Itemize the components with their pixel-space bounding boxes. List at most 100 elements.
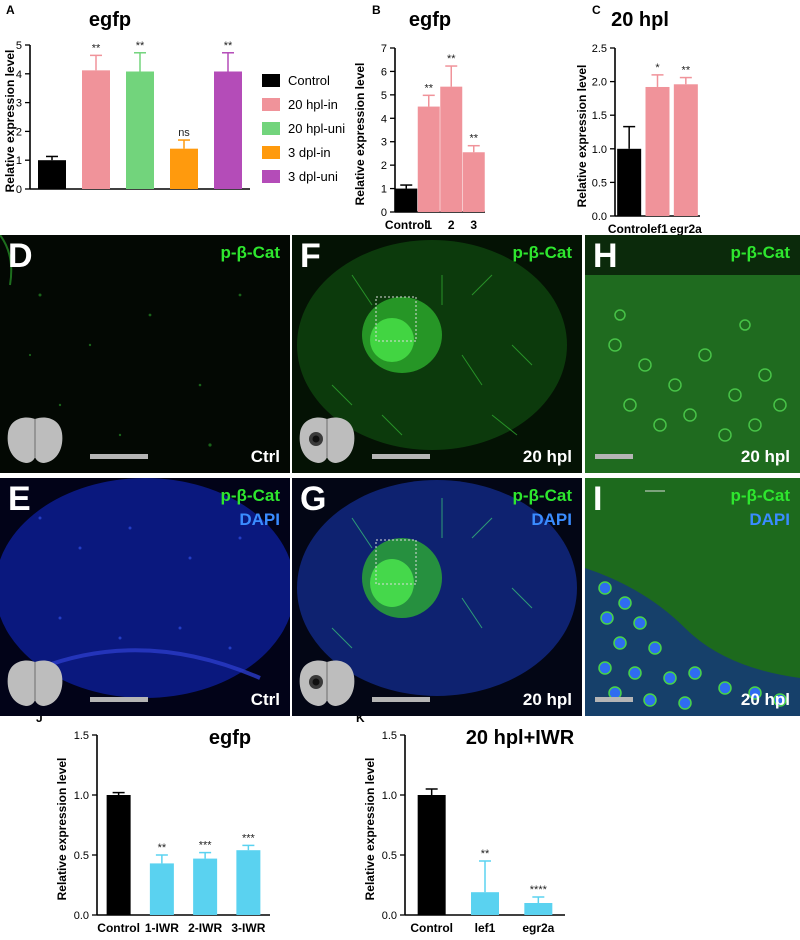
- chart-title: egfp: [209, 727, 251, 749]
- bar: [417, 106, 440, 212]
- significance-label: ***: [199, 840, 213, 852]
- category-label: 3: [470, 218, 477, 232]
- y-tick-label: 1.5: [382, 730, 397, 742]
- y-axis-label: Relative expression level: [3, 50, 17, 193]
- chart-title: 20 hpl+IWR: [466, 727, 575, 749]
- significance-label: **: [424, 82, 433, 94]
- y-tick-label: 6: [381, 66, 387, 78]
- significance-label: *: [655, 62, 660, 74]
- y-tick-label: 0.0: [382, 910, 397, 922]
- bar: [417, 795, 446, 915]
- stain-label-green: p-β-Cat: [220, 243, 280, 262]
- panel-letter: K: [356, 711, 365, 725]
- scale-bar: [90, 697, 148, 702]
- significance-label: **: [158, 842, 167, 854]
- stain-label-green: p-β-Cat: [512, 486, 572, 505]
- stain-label-blue: DAPI: [239, 510, 280, 529]
- y-axis-label: Relative expression level: [575, 65, 589, 208]
- bar: [440, 86, 463, 212]
- stain-label-green: p-β-Cat: [512, 243, 572, 262]
- legend-entry: Control: [288, 73, 330, 88]
- y-tick-label: 0: [16, 184, 22, 196]
- scale-bar: [595, 697, 633, 702]
- chart-title: egfp: [89, 9, 131, 31]
- condition-label: Ctrl: [250, 690, 280, 709]
- micrograph-image: [292, 235, 582, 473]
- bar: [395, 188, 418, 212]
- scale-bar: [90, 454, 148, 459]
- scale-bar: [595, 454, 633, 459]
- panel-letter: H: [593, 237, 618, 275]
- bar: [236, 850, 261, 915]
- y-tick-label: 2.5: [592, 43, 607, 55]
- legend-entry: 20 hpl-uni: [288, 121, 345, 136]
- bar: [193, 858, 218, 915]
- category-label: lef1: [647, 222, 668, 236]
- y-tick-label: 1.5: [74, 730, 89, 742]
- panel-letter: I: [593, 480, 603, 518]
- condition-label: Ctrl: [250, 447, 280, 466]
- y-tick-label: 2.0: [592, 77, 607, 89]
- condition-label: 20 hpl: [740, 447, 790, 466]
- brain-schematic-icon: [299, 660, 355, 706]
- significance-label: **: [481, 848, 490, 860]
- category-label: egr2a: [522, 921, 554, 935]
- category-label: 2: [448, 218, 455, 232]
- scale-bar: [372, 697, 430, 702]
- significance-label: **: [469, 133, 478, 145]
- significance-label: ***: [242, 832, 256, 844]
- category-label: 1-IWR: [145, 921, 179, 935]
- legend-swatch: [262, 74, 280, 87]
- legend-entry: 20 hpl-in: [288, 97, 338, 112]
- significance-label: **: [136, 40, 145, 52]
- y-axis-label: Relative expression level: [55, 758, 69, 901]
- category-label: Control: [608, 222, 651, 236]
- legend-entry: 3 dpl-uni: [288, 169, 338, 184]
- legend-swatch: [262, 170, 280, 183]
- bar: [38, 160, 66, 189]
- panel-letter: E: [8, 480, 31, 518]
- significance-label: ****: [530, 884, 548, 896]
- brain-schematic-icon: [7, 417, 63, 463]
- significance-label: **: [224, 40, 233, 52]
- y-tick-label: 3: [381, 137, 387, 149]
- stain-label-green: p-β-Cat: [220, 486, 280, 505]
- legend-swatch: [262, 122, 280, 135]
- y-tick-label: 5: [16, 40, 22, 52]
- stain-label-blue: DAPI: [531, 510, 572, 529]
- y-tick-label: 0.5: [74, 850, 89, 862]
- condition-label: 20 hpl: [740, 690, 790, 709]
- micrograph-panel-e: E p-β-Cat DAPI Ctrl: [0, 478, 290, 716]
- significance-label: ns: [178, 127, 190, 139]
- category-label: lef1: [475, 921, 496, 935]
- bar: [82, 70, 110, 189]
- panel-letter: C: [592, 3, 601, 17]
- y-tick-label: 4: [16, 69, 22, 81]
- y-tick-label: 4: [381, 113, 387, 125]
- y-tick-label: 1.0: [382, 790, 397, 802]
- y-tick-label: 0.0: [592, 211, 607, 223]
- bar: [645, 86, 670, 216]
- panel-letter: J: [36, 711, 43, 725]
- stain-label-green: p-β-Cat: [730, 243, 790, 262]
- chart-title: 20 hpl: [611, 9, 669, 31]
- y-tick-label: 1: [16, 155, 22, 167]
- y-axis-label: Relative expression level: [363, 758, 377, 901]
- bar: [673, 84, 698, 217]
- y-tick-label: 1.5: [592, 110, 607, 122]
- brain-schematic-icon: [299, 417, 355, 463]
- panel-letter: D: [8, 237, 33, 275]
- y-tick-label: 2: [16, 126, 22, 138]
- bar: [617, 148, 642, 216]
- scale-bar: [372, 454, 430, 459]
- significance-label: **: [447, 53, 456, 65]
- y-tick-label: 0.5: [592, 177, 607, 189]
- y-axis-label: Relative expression level: [353, 63, 367, 206]
- category-label: 2-IWR: [188, 921, 222, 935]
- y-tick-label: 2: [381, 160, 387, 172]
- legend-swatch: [262, 146, 280, 159]
- bar: [106, 795, 131, 915]
- legend-entry: 3 dpl-in: [288, 145, 331, 160]
- bar: [170, 148, 198, 189]
